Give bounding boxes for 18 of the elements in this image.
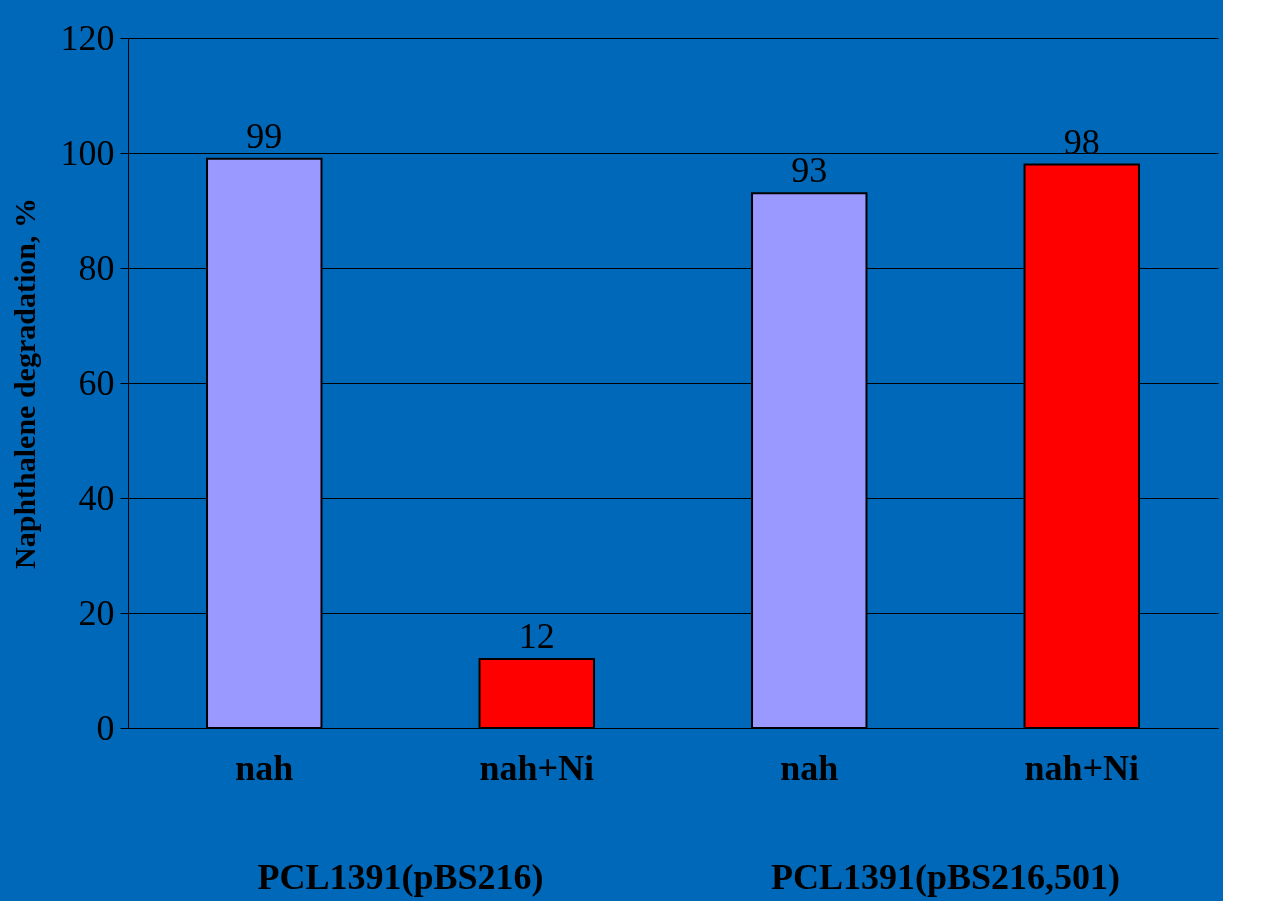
y-tick-label: 40 bbox=[78, 477, 115, 518]
x-tick-label: nah+Ni bbox=[1024, 747, 1140, 788]
data-label: 93 bbox=[791, 150, 828, 191]
y-tick-label: 20 bbox=[78, 592, 115, 633]
text: PCL1391(pBS216,501) bbox=[770, 857, 1121, 897]
data-label: 98 bbox=[1063, 121, 1100, 162]
x-tick-label: nah bbox=[780, 747, 839, 788]
y-tick-label: 0 bbox=[96, 707, 115, 748]
y-axis-title: Naphthalene degradation, % bbox=[7, 198, 41, 569]
x-tick-label: nah bbox=[235, 747, 294, 788]
data-label: 99 bbox=[246, 115, 283, 156]
x-tick-label: nah+Ni bbox=[479, 747, 595, 788]
text: PCL1391(pBS216) bbox=[257, 857, 544, 897]
y-tick-label: 80 bbox=[78, 247, 115, 288]
y-tick-label: 60 bbox=[78, 362, 115, 403]
y-tick-label: 100 bbox=[60, 132, 115, 173]
y-tick-label: 120 bbox=[60, 17, 115, 58]
data-label: 12 bbox=[518, 616, 555, 656]
